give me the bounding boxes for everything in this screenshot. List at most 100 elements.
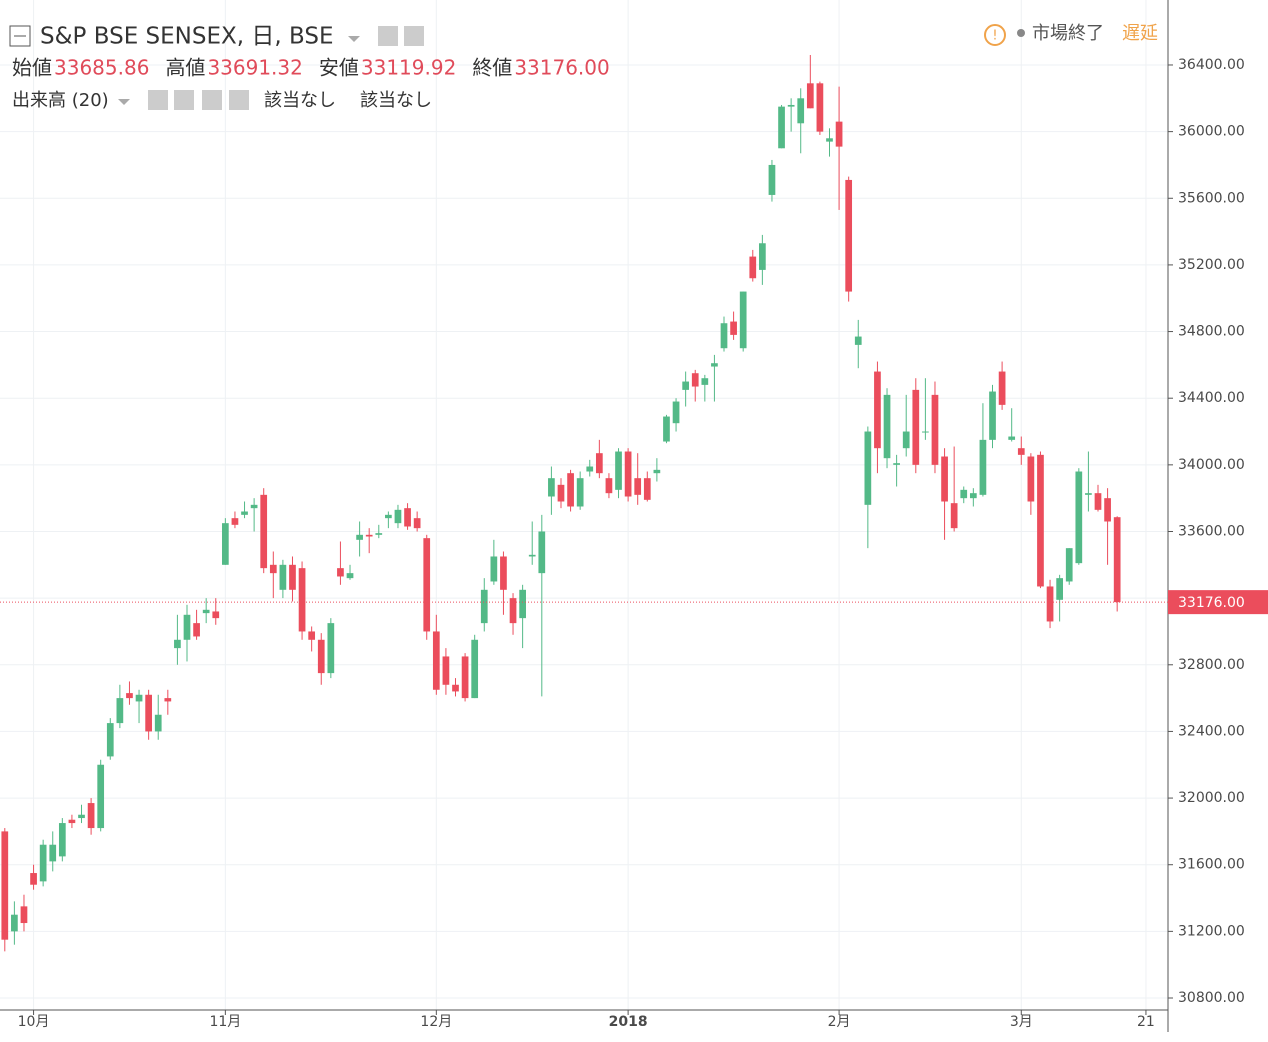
y-tick-label: 31600.00 (1178, 857, 1245, 873)
candle-body (97, 764, 105, 829)
candle-body (576, 478, 584, 507)
candle-body (826, 138, 833, 142)
candle-body (154, 714, 162, 732)
candle-body (442, 656, 450, 685)
candle-body (1085, 493, 1092, 495)
candle-body (126, 693, 133, 699)
collapse-icon[interactable] (9, 25, 31, 47)
candle-body (394, 509, 402, 524)
candle-body (528, 554, 536, 557)
candle-body (308, 631, 316, 640)
y-tick-label: 34800.00 (1178, 324, 1245, 340)
ohlc-label: 安値 (319, 56, 359, 80)
candle-body (615, 451, 622, 490)
candle-body (605, 478, 613, 494)
y-tick-label: 36000.00 (1178, 124, 1245, 140)
candle-body (931, 394, 939, 465)
candle-body (193, 623, 200, 637)
x-tick-label: 3月 (1010, 1014, 1033, 1030)
plus-icon[interactable] (202, 90, 222, 110)
status-dot (1017, 29, 1025, 37)
x-tick-label: 21 (1137, 1014, 1155, 1030)
candle-body (941, 456, 948, 502)
x-tick-label: 2018 (609, 1014, 648, 1030)
candle-body (298, 568, 306, 632)
dropdown[interactable] (118, 99, 130, 105)
candle-body (183, 614, 191, 640)
candle-body (68, 819, 76, 824)
volume-value: 該当なし (360, 90, 432, 111)
candle-body (883, 394, 891, 459)
candle-body (279, 564, 287, 590)
candle-body (634, 478, 642, 495)
candle-body (327, 623, 335, 674)
y-tick-label: 34400.00 (1178, 390, 1245, 406)
candle-body (1104, 498, 1111, 522)
candle-body (845, 179, 853, 292)
candle-body (260, 494, 268, 569)
warning-icon[interactable] (984, 24, 1006, 46)
candle-body (471, 639, 479, 699)
candle-body (174, 639, 181, 649)
ohlc-label: 高値 (165, 56, 205, 80)
candle-body (461, 656, 469, 699)
candle-body (739, 291, 747, 349)
symbol: S&P BSE SENSEX, 日, BSE (40, 24, 334, 50)
candle-body (557, 484, 565, 502)
volume-value: 該当なし (264, 90, 336, 111)
candle-body (912, 389, 920, 465)
gear-icon[interactable] (404, 26, 424, 46)
close-icon[interactable] (229, 90, 249, 110)
candle-body (548, 478, 555, 497)
eye-icon[interactable] (378, 26, 398, 46)
candle-body (385, 514, 392, 519)
candle-body (250, 504, 258, 509)
market-status: 市場終了 (1032, 23, 1104, 44)
candle-body (1075, 471, 1083, 564)
candle-body (58, 823, 66, 857)
y-tick-label: 36400.00 (1178, 57, 1245, 73)
candle-body (663, 416, 670, 442)
y-tick-label: 32400.00 (1178, 723, 1245, 739)
candle-body (595, 453, 603, 474)
candle-body (413, 518, 421, 529)
candle-body (202, 609, 210, 614)
candles (1, 54, 1121, 952)
candle-body (289, 564, 296, 590)
candle-body (778, 106, 785, 149)
candle-body (106, 723, 114, 757)
candle-body (854, 336, 862, 345)
x-tick-label: 11月 (209, 1014, 241, 1030)
candle-body (759, 243, 766, 270)
candle-body (1027, 456, 1035, 502)
eye-icon[interactable] (148, 90, 168, 110)
candle-body (269, 564, 277, 574)
candle-body (701, 378, 709, 385)
ohlc-value: 33685.86 (54, 56, 149, 80)
candle-body (960, 489, 968, 499)
candle-body (87, 803, 95, 829)
ohlc-value: 33176.00 (514, 56, 609, 80)
candle-body (519, 589, 526, 619)
candle-body (30, 873, 37, 885)
candle-body (835, 121, 843, 147)
candle-body (337, 568, 344, 577)
candle-body (720, 323, 728, 349)
candle-body (567, 473, 574, 507)
candle-body (950, 503, 958, 529)
candle-body (432, 631, 440, 690)
candle-body (1017, 448, 1025, 455)
candle-body (797, 98, 805, 124)
candle-body (538, 531, 546, 574)
candle-body (682, 381, 690, 390)
last-price-label: 33176.00 (1178, 595, 1245, 611)
gear-icon[interactable] (174, 90, 194, 110)
volume-label: 出来高 (20) (12, 90, 109, 111)
candle-body (624, 451, 632, 497)
grid (0, 0, 1168, 1010)
dropdown[interactable] (348, 36, 360, 42)
candle-body (1094, 493, 1102, 510)
candle-body (864, 431, 872, 505)
candle-body (768, 164, 776, 195)
